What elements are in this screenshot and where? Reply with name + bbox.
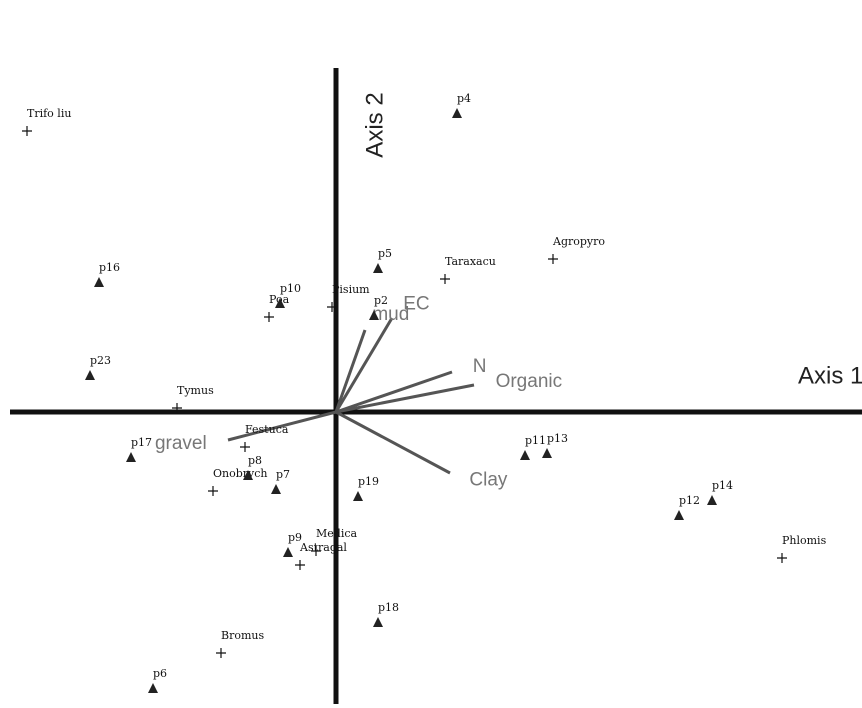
page: {"chart_data": {"type": "biplot", "x_lab… <box>0 0 862 704</box>
species-point <box>216 648 226 658</box>
site-point <box>148 683 158 693</box>
site-label: p13 <box>547 432 568 445</box>
site-label: p16 <box>99 261 120 274</box>
species-label: Medica <box>316 527 357 540</box>
site-point <box>674 510 684 520</box>
species-label: Phlomis <box>782 534 827 547</box>
site-point <box>85 370 95 380</box>
species-point <box>208 486 218 496</box>
vector-label: gravel <box>155 433 207 454</box>
site-label: p9 <box>288 531 302 544</box>
vector-label: Clay <box>469 470 508 491</box>
y-axis-label: Axis 2 <box>361 92 388 157</box>
site-point <box>520 450 530 460</box>
site-point <box>353 491 363 501</box>
species-label: Onobrych <box>213 467 267 480</box>
species-label: Tymus <box>177 384 214 397</box>
vector-label: N <box>473 356 487 377</box>
species-label: Bromus <box>221 629 264 642</box>
species-point <box>264 312 274 322</box>
species-point <box>440 274 450 284</box>
species-label: Taraxacu <box>445 255 496 268</box>
chart: ECmudNOrganicClaygravelTrifo liuAgropyro… <box>0 0 862 704</box>
site-label: p5 <box>378 247 392 260</box>
vector-label: Organic <box>496 371 563 392</box>
site-label: p14 <box>712 479 733 492</box>
site-point <box>542 448 552 458</box>
species-label: Agropyro <box>552 235 605 248</box>
site-label: p7 <box>276 468 290 481</box>
site-point <box>283 547 293 557</box>
env-vector <box>336 412 450 473</box>
site-label: p2 <box>374 294 388 307</box>
species-point <box>777 553 787 563</box>
site-label: p11 <box>525 434 546 447</box>
site-label: p12 <box>679 494 700 507</box>
site-point <box>373 617 383 627</box>
species-label: Astragal <box>299 541 347 554</box>
site-label: p4 <box>457 92 471 105</box>
x-axis-label: Axis 1 <box>798 362 862 389</box>
species-point <box>548 254 558 264</box>
site-point <box>707 495 717 505</box>
site-point <box>452 108 462 118</box>
species-label: Festuca <box>245 423 289 436</box>
site-point <box>271 484 281 494</box>
site-label: p17 <box>131 436 152 449</box>
species-point <box>295 560 305 570</box>
site-label: p8 <box>248 454 262 467</box>
site-label: p18 <box>378 601 399 614</box>
species-point <box>22 126 32 136</box>
species-point <box>240 442 250 452</box>
site-point <box>373 263 383 273</box>
site-point <box>94 277 104 287</box>
species-label: Trifo liu <box>27 107 71 120</box>
site-label: p10 <box>280 282 301 295</box>
species-label: Pisium <box>332 283 370 296</box>
site-point <box>126 452 136 462</box>
vector-label: mud <box>372 304 409 325</box>
site-label: p19 <box>358 475 379 488</box>
site-label: p23 <box>90 354 111 367</box>
site-label: p6 <box>153 667 167 680</box>
